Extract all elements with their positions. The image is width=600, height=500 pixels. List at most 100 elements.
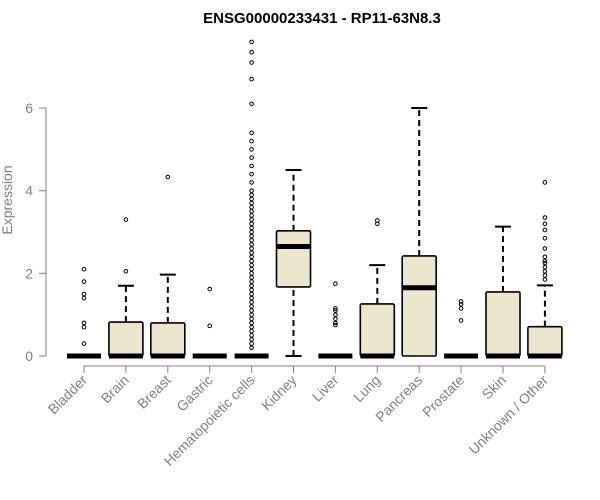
- outlier-point: [249, 250, 254, 255]
- outlier-point: [249, 242, 254, 247]
- box-group: [67, 266, 101, 359]
- x-tick-label: Lung: [350, 372, 383, 405]
- outlier-point: [542, 180, 548, 185]
- outlier-point: [249, 283, 254, 289]
- outlier-point: [123, 217, 129, 222]
- chart-title: ENSG00000233431 - RP11-63N8.3: [203, 10, 441, 27]
- outlier-point: [249, 337, 254, 342]
- outlier-point: [249, 39, 254, 45]
- x-tick-label: Breast: [134, 372, 174, 412]
- box-group: [401, 107, 438, 357]
- outlier-point: [249, 217, 254, 222]
- outlier-point: [249, 254, 254, 260]
- x-tick-label: Skin: [479, 372, 510, 403]
- outlier-point: [81, 279, 87, 284]
- x-tick-label: Brain: [98, 372, 132, 406]
- outlier-point: [249, 237, 254, 243]
- outlier-point: [458, 318, 464, 323]
- y-tick-label: 4: [25, 183, 33, 199]
- outlier-point: [249, 266, 254, 272]
- outlier-point: [249, 258, 254, 264]
- outlier-point: [249, 171, 254, 177]
- outlier-point: [542, 273, 548, 278]
- box: [401, 255, 438, 357]
- outlier-point: [249, 304, 254, 309]
- outlier-point: [249, 320, 254, 326]
- outlier-point: [249, 213, 254, 218]
- outlier-point: [81, 341, 87, 346]
- outlier-point: [249, 312, 254, 317]
- outlier-point: [249, 221, 254, 227]
- y-tick-label: 0: [25, 348, 33, 364]
- outlier-point: [542, 260, 548, 266]
- outlier-point: [333, 281, 338, 286]
- outlier-point: [249, 180, 254, 185]
- outlier-point: [249, 60, 254, 65]
- box-group: [444, 299, 479, 359]
- box: [359, 303, 396, 357]
- outlier-point: [333, 312, 338, 317]
- outlier-point: [249, 225, 254, 231]
- outlier-point: [333, 308, 338, 313]
- y-tick-label: 6: [25, 100, 33, 116]
- outlier-point: [81, 291, 87, 297]
- outlier-point: [458, 302, 464, 307]
- outlier-point: [249, 130, 254, 136]
- outlier-point: [542, 227, 548, 233]
- outlier-point: [249, 295, 254, 301]
- outlier-point: [249, 262, 254, 268]
- plot-area: [67, 39, 563, 359]
- outlier-point: [249, 233, 254, 239]
- x-tick-label: Unknown / Other: [465, 372, 551, 458]
- box: [275, 229, 312, 288]
- outlier-point: [249, 147, 254, 152]
- outlier-point: [542, 235, 548, 241]
- outlier-point: [249, 316, 254, 322]
- x-tick-label: Bladder: [45, 372, 91, 418]
- outlier-point: [249, 138, 254, 144]
- outlier-point: [81, 266, 87, 272]
- outlier-point: [123, 268, 129, 274]
- outlier-point: [207, 323, 212, 329]
- outlier-point: [249, 279, 254, 284]
- box-group: [318, 281, 353, 359]
- box-group: [150, 174, 186, 359]
- box-group: [275, 169, 312, 357]
- x-tick-label: Kidney: [258, 372, 300, 414]
- outlier-point: [249, 155, 254, 160]
- outlier-point: [249, 101, 254, 107]
- outlier-point: [458, 299, 464, 304]
- outlier-point: [249, 345, 254, 351]
- outlier-point: [249, 49, 254, 55]
- outlier-point: [81, 324, 87, 330]
- outlier-point: [542, 277, 548, 282]
- outlier-point: [333, 320, 338, 326]
- y-axis-label: Expression: [0, 165, 15, 234]
- outlier-point: [542, 258, 548, 264]
- outlier-point: [249, 188, 254, 193]
- x-tick-label: Liver: [309, 372, 342, 405]
- outlier-point: [81, 320, 87, 326]
- outlier-point: [249, 163, 254, 169]
- outlier-point: [249, 299, 254, 305]
- outlier-point: [333, 322, 338, 328]
- outlier-point: [542, 264, 548, 270]
- outlier-point: [375, 218, 380, 223]
- outlier-point: [333, 316, 338, 322]
- outlier-point: [542, 246, 548, 251]
- outlier-point: [249, 291, 254, 297]
- box-group: [359, 218, 396, 359]
- outlier-point: [249, 229, 254, 235]
- outlier-point: [542, 268, 548, 274]
- outlier-point: [249, 308, 254, 313]
- outlier-point: [249, 192, 254, 198]
- box-group: [192, 286, 227, 359]
- box: [108, 321, 144, 357]
- outlier-point: [249, 328, 254, 334]
- outlier-point: [458, 306, 464, 311]
- outlier-point: [249, 271, 254, 276]
- box: [150, 322, 186, 357]
- box: [485, 291, 521, 357]
- outlier-point: [207, 286, 212, 292]
